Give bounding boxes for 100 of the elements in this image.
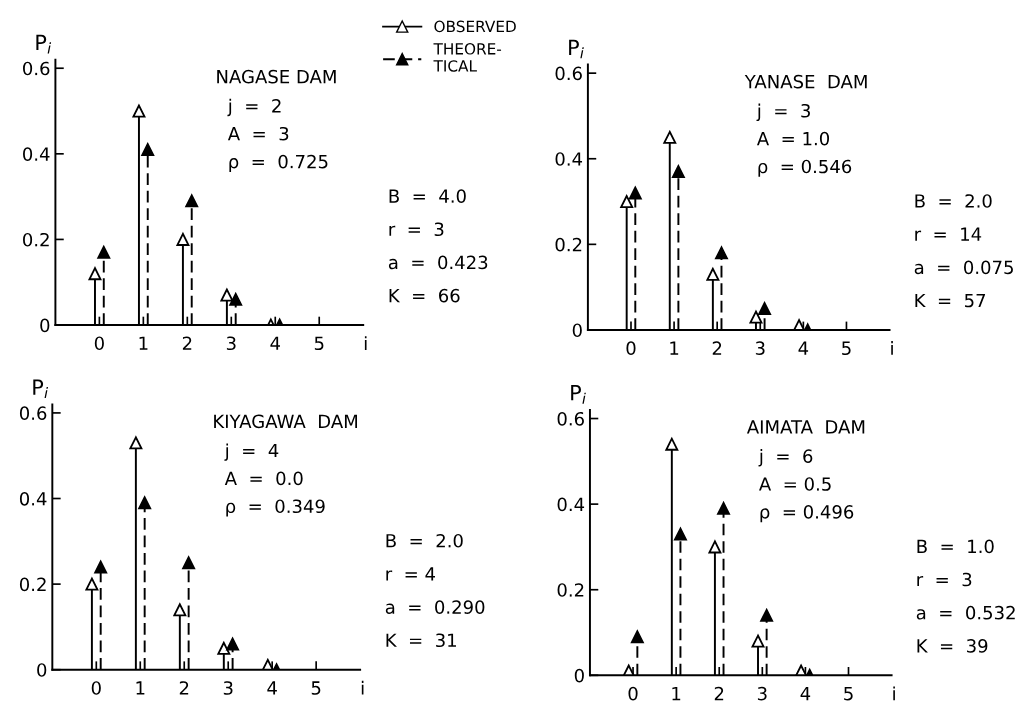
x-tick-label: 2 <box>182 336 192 350</box>
point <box>141 143 155 157</box>
point <box>706 267 720 281</box>
x-tick-label: 1 <box>136 681 145 695</box>
point <box>182 556 196 570</box>
x-tick-label: 0 <box>628 686 638 701</box>
y-tick-label: 0 <box>40 318 50 333</box>
y-tick-label: 0 <box>572 323 582 338</box>
chart-title: YANASE DAM <box>744 74 867 89</box>
text: a = 0.532 <box>916 605 1015 620</box>
point <box>671 165 685 179</box>
point <box>185 194 199 208</box>
text: a = 0.423 <box>388 255 488 270</box>
text: K = 31 <box>386 633 456 648</box>
text: B = 2.0 <box>386 533 463 548</box>
text: a = 0.075 <box>914 260 1013 275</box>
text: B = 1.0 <box>917 539 994 554</box>
x-tick-label: 2 <box>179 681 189 695</box>
point <box>85 577 99 591</box>
x-tick-label: 5 <box>314 336 324 351</box>
chart-title: AIMATA DAM <box>746 420 865 434</box>
text: B = 2.0 <box>915 194 992 208</box>
x-tick-label: 1 <box>139 336 148 350</box>
y-axis-title: P$_{i}$ <box>571 385 586 404</box>
x-tick-label: 5 <box>311 681 321 695</box>
point <box>630 630 644 644</box>
point <box>715 246 728 260</box>
x-tick-label: 0 <box>626 341 636 356</box>
y-axis-title: P$_{i}$ <box>33 379 49 399</box>
annotation: ρ = 0.496 <box>760 505 854 523</box>
y-tick-label: 0 <box>574 668 584 683</box>
point <box>760 608 774 622</box>
x-axis-title: i <box>361 680 364 695</box>
point <box>749 310 763 324</box>
point <box>261 658 275 670</box>
legend-label: THEORE- TICAL <box>433 43 502 72</box>
y-tick-label: 0.6 <box>557 411 584 426</box>
annotation: j = 6 <box>758 448 813 467</box>
x-tick-label: 3 <box>223 681 233 695</box>
annotation: A = 3 <box>227 126 289 141</box>
x-tick-label: 5 <box>844 686 853 701</box>
y-tick-label: 0.4 <box>23 147 50 161</box>
x-tick-label: 1 <box>672 686 681 701</box>
text: K = 39 <box>917 639 988 653</box>
point <box>129 436 143 450</box>
annotation: j = 4 <box>224 443 279 461</box>
x-tick-label: 4 <box>800 686 811 701</box>
y-tick-label: 0.2 <box>23 232 49 247</box>
y-axis-title: P$_{i}$ <box>569 39 584 59</box>
point <box>220 288 234 302</box>
y-tick-label: 0.2 <box>557 583 584 597</box>
point <box>751 634 765 648</box>
chart-title: NAGASE DAM <box>217 69 336 84</box>
annotation: j = 2 <box>227 98 281 117</box>
y-tick-label: 0.4 <box>555 152 583 166</box>
point <box>663 130 677 144</box>
text: B = 4.0 <box>389 189 466 203</box>
text: r = 3 <box>917 572 972 587</box>
x-axis-title: i <box>893 686 895 701</box>
x-axis-title: i <box>891 341 893 355</box>
y-axis-title: P$_{i}$ <box>36 34 52 54</box>
point <box>708 540 722 554</box>
text: r = 14 <box>915 227 982 241</box>
y-tick-label: 0.2 <box>19 577 46 592</box>
x-tick-label: 4 <box>270 336 280 350</box>
annotation: ρ = 0.349 <box>226 499 325 517</box>
point <box>673 527 687 541</box>
x-tick-label: 5 <box>842 341 851 356</box>
x-tick-label: 3 <box>755 341 765 356</box>
point <box>226 637 240 651</box>
point <box>97 245 111 259</box>
point <box>665 437 679 451</box>
point <box>229 292 243 306</box>
point <box>217 641 231 655</box>
point <box>620 195 634 209</box>
y-tick-label: 0.6 <box>23 61 50 76</box>
x-tick-label: 3 <box>226 336 236 351</box>
text: K = 66 <box>389 288 460 303</box>
x-tick-label: 0 <box>94 336 104 351</box>
annotation: A = 1.0 <box>756 131 830 146</box>
point <box>138 496 152 510</box>
point <box>717 501 730 515</box>
x-tick-label: 1 <box>670 341 679 355</box>
x-axis-title: i <box>364 336 367 350</box>
point <box>173 603 187 617</box>
y-tick-label: 0 <box>37 663 47 677</box>
annotation: A = 0.5 <box>759 477 831 491</box>
point <box>88 267 102 281</box>
text: r = 4 <box>386 567 435 581</box>
text: a = 0.290 <box>385 600 485 614</box>
chart-title: KIYAGAWA DAM <box>214 414 358 429</box>
x-tick-label: 4 <box>798 341 809 355</box>
point <box>792 319 806 330</box>
text: K = 57 <box>915 293 986 308</box>
y-tick-label: 0.6 <box>555 66 582 81</box>
point <box>628 186 642 200</box>
x-tick-label: 3 <box>757 686 767 701</box>
point <box>758 302 772 316</box>
point <box>132 104 146 118</box>
point <box>94 560 108 574</box>
